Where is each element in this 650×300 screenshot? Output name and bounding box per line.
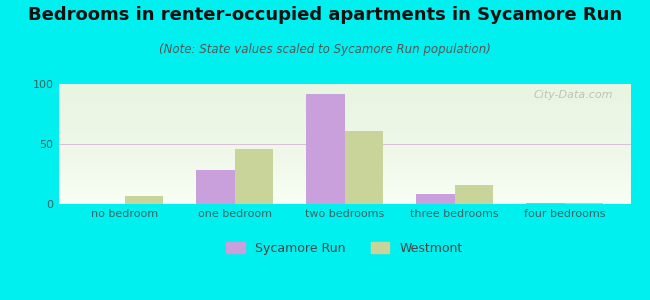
Bar: [235, 149, 273, 204]
Text: (Note: State values scaled to Sycamore Run population): (Note: State values scaled to Sycamore R…: [159, 44, 491, 56]
Bar: [125, 196, 163, 204]
Bar: [344, 131, 383, 204]
Bar: [416, 194, 454, 204]
Bar: [196, 170, 235, 204]
Text: City-Data.com: City-Data.com: [534, 90, 614, 100]
Bar: [454, 185, 493, 204]
Bar: [306, 94, 344, 204]
Bar: [526, 203, 564, 204]
Legend: Sycamore Run, Westmont: Sycamore Run, Westmont: [222, 237, 467, 260]
Text: Bedrooms in renter-occupied apartments in Sycamore Run: Bedrooms in renter-occupied apartments i…: [28, 6, 622, 24]
Bar: [564, 203, 603, 204]
